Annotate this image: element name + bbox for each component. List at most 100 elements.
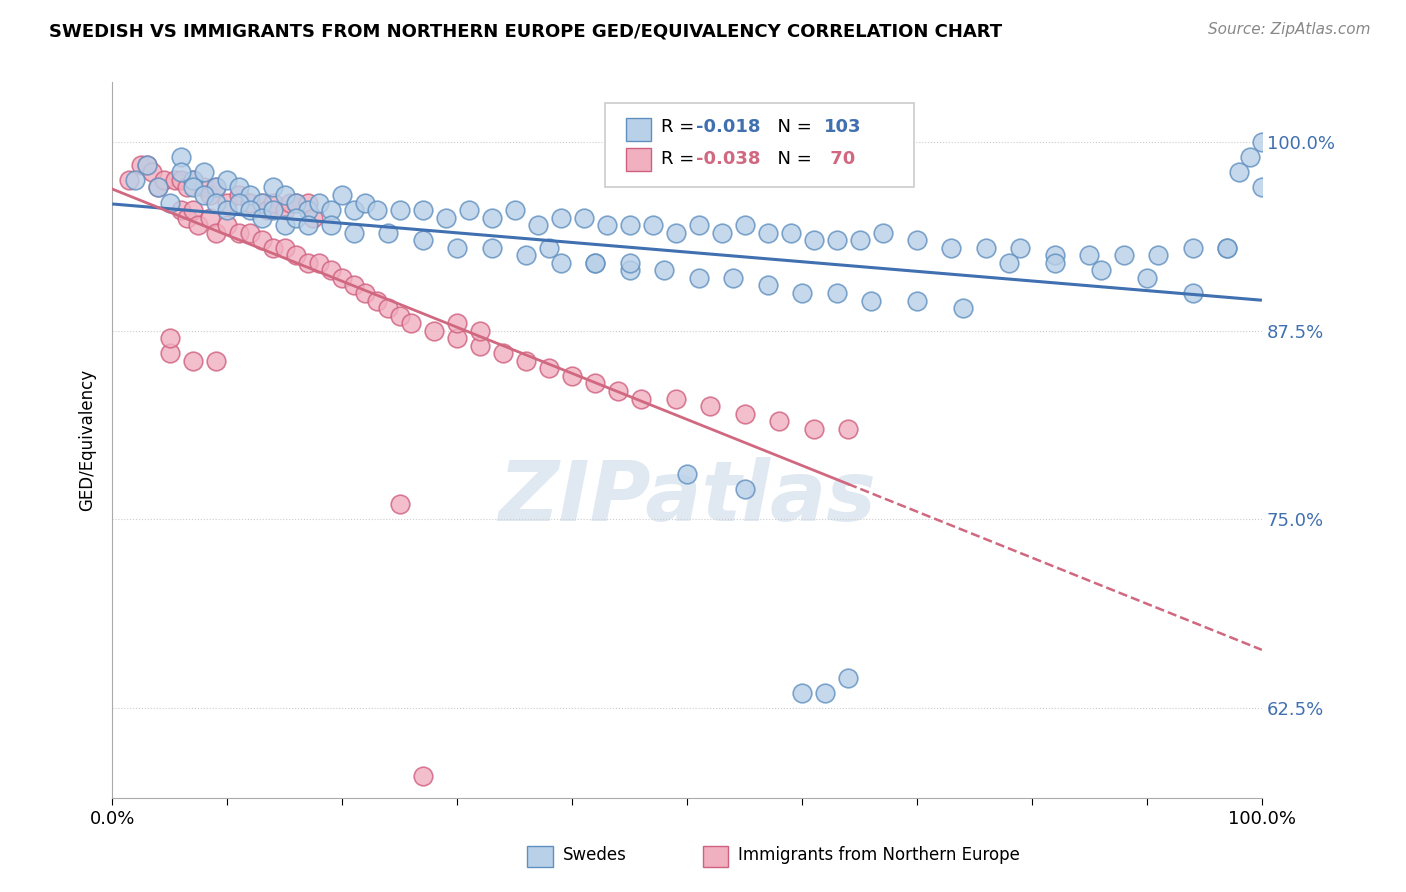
Point xyxy=(262,241,284,255)
Point xyxy=(193,188,215,202)
Point xyxy=(377,226,399,240)
Text: N =: N = xyxy=(766,118,818,136)
Point xyxy=(803,422,825,436)
Point xyxy=(250,195,273,210)
Point xyxy=(572,211,595,225)
Point xyxy=(228,195,250,210)
Point xyxy=(446,331,468,345)
Point xyxy=(630,392,652,406)
Point xyxy=(308,195,330,210)
Point xyxy=(538,241,561,255)
Point xyxy=(285,211,308,225)
Point xyxy=(181,203,204,218)
Point xyxy=(388,309,411,323)
Point xyxy=(148,180,170,194)
Point xyxy=(204,226,226,240)
Point xyxy=(481,211,503,225)
Point xyxy=(595,218,617,232)
Point xyxy=(399,316,422,330)
Point xyxy=(228,226,250,240)
Point xyxy=(273,188,295,202)
Point xyxy=(217,203,239,218)
Point xyxy=(779,226,801,240)
Point xyxy=(228,188,250,202)
Point xyxy=(176,180,198,194)
Point xyxy=(1043,248,1066,262)
Point xyxy=(412,203,434,218)
Point xyxy=(250,233,273,247)
Point xyxy=(256,203,278,218)
Point xyxy=(756,226,779,240)
Point xyxy=(837,671,859,685)
Point xyxy=(721,271,744,285)
Point xyxy=(619,263,641,277)
Point xyxy=(250,195,273,210)
Text: N =: N = xyxy=(766,150,818,168)
Point xyxy=(583,256,606,270)
Point xyxy=(176,211,198,225)
Point xyxy=(756,278,779,293)
Point xyxy=(561,368,583,383)
Point xyxy=(688,271,710,285)
Point xyxy=(550,256,572,270)
Text: R =: R = xyxy=(661,150,700,168)
Point xyxy=(308,256,330,270)
Point xyxy=(297,203,319,218)
Point xyxy=(319,218,342,232)
Point xyxy=(481,241,503,255)
Point xyxy=(280,195,302,210)
Point xyxy=(319,263,342,277)
Point xyxy=(1043,256,1066,270)
Point xyxy=(468,339,491,353)
Point xyxy=(165,173,187,187)
Point xyxy=(135,158,157,172)
Point xyxy=(239,226,262,240)
Point xyxy=(1010,241,1032,255)
Point xyxy=(285,195,308,210)
Point xyxy=(583,376,606,391)
Point xyxy=(1181,241,1204,255)
Point xyxy=(198,211,221,225)
Point xyxy=(941,241,963,255)
Text: Source: ZipAtlas.com: Source: ZipAtlas.com xyxy=(1208,22,1371,37)
Point xyxy=(198,188,221,202)
Point xyxy=(239,203,262,218)
Point xyxy=(859,293,882,308)
Point xyxy=(285,248,308,262)
Point xyxy=(159,346,181,360)
Point xyxy=(526,218,548,232)
Point xyxy=(607,384,630,398)
Point xyxy=(343,203,366,218)
Point xyxy=(330,271,353,285)
Point xyxy=(217,173,239,187)
Point xyxy=(366,293,388,308)
Point xyxy=(273,218,295,232)
Point xyxy=(354,195,377,210)
Point xyxy=(768,414,790,428)
Point xyxy=(170,150,193,164)
Point xyxy=(377,301,399,315)
Point xyxy=(423,324,446,338)
Point xyxy=(388,203,411,218)
Point xyxy=(1147,248,1170,262)
Point xyxy=(1136,271,1159,285)
Text: 70: 70 xyxy=(824,150,855,168)
Point xyxy=(583,256,606,270)
Point xyxy=(974,241,997,255)
Point xyxy=(141,165,163,179)
Point xyxy=(790,285,813,300)
Text: -0.018: -0.018 xyxy=(696,118,761,136)
Point xyxy=(515,354,537,368)
Point xyxy=(118,173,141,187)
Point xyxy=(699,399,721,413)
Point xyxy=(239,195,262,210)
Point xyxy=(825,233,848,247)
Point xyxy=(710,226,733,240)
Point xyxy=(1216,241,1239,255)
Point xyxy=(1112,248,1135,262)
Text: Swedes: Swedes xyxy=(562,846,626,863)
Point xyxy=(170,203,193,218)
Point xyxy=(952,301,974,315)
Point xyxy=(343,278,366,293)
Point xyxy=(228,180,250,194)
